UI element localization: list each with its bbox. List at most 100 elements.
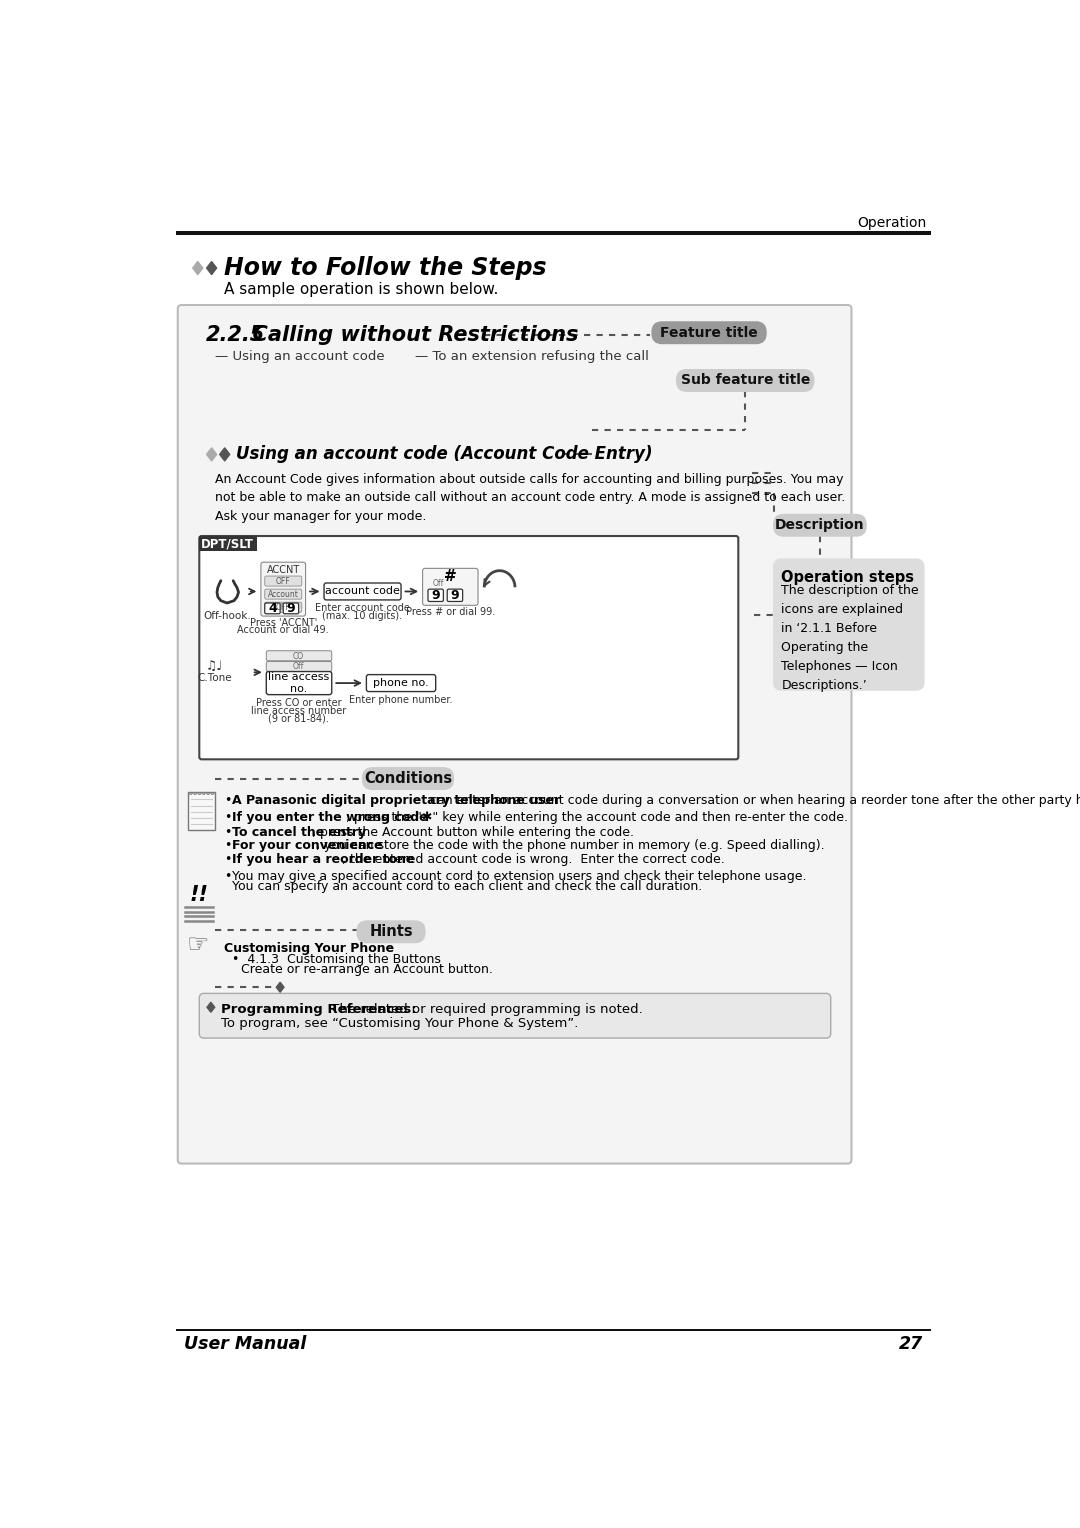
Text: Sub feature title: Sub feature title — [680, 373, 810, 388]
Bar — [176, 231, 931, 235]
FancyBboxPatch shape — [447, 590, 462, 602]
Text: •: • — [224, 795, 231, 807]
Text: Account or dial 49.: Account or dial 49. — [238, 625, 329, 636]
Text: Operation: Operation — [858, 217, 927, 231]
Text: Calling without Restrictions: Calling without Restrictions — [238, 325, 578, 345]
Text: ☞: ☞ — [187, 934, 208, 958]
Text: — Using an account code: — Using an account code — [215, 350, 384, 364]
Text: Enter account code: Enter account code — [315, 604, 410, 613]
FancyBboxPatch shape — [363, 767, 454, 790]
Text: Account: Account — [268, 590, 299, 599]
FancyBboxPatch shape — [773, 559, 923, 691]
Text: — To an extension refusing the call: — To an extension refusing the call — [415, 350, 649, 364]
Text: 2.2.5: 2.2.5 — [205, 325, 265, 345]
Text: (9 or 81-84).: (9 or 81-84). — [268, 714, 329, 724]
Text: •: • — [224, 811, 231, 824]
Text: You may give a specified account cord to extension users and check their telepho: You may give a specified account cord to… — [231, 871, 806, 883]
Text: Using an account code (Account Code Entry): Using an account code (Account Code Entr… — [237, 445, 653, 463]
Polygon shape — [219, 448, 230, 461]
Text: Enter phone number.: Enter phone number. — [349, 695, 453, 704]
Text: CO: CO — [293, 651, 305, 660]
Text: •: • — [224, 827, 231, 839]
FancyBboxPatch shape — [366, 675, 435, 692]
Text: Programming References:: Programming References: — [220, 1004, 417, 1016]
Text: line access
no.: line access no. — [268, 672, 329, 694]
FancyBboxPatch shape — [677, 370, 813, 391]
FancyBboxPatch shape — [357, 921, 424, 943]
FancyBboxPatch shape — [267, 651, 332, 660]
Text: An Account Code gives information about outside calls for accounting and billing: An Account Code gives information about … — [215, 472, 845, 523]
Text: #: # — [444, 568, 457, 584]
Text: Customising Your Phone: Customising Your Phone — [224, 941, 394, 955]
Text: line access number: line access number — [251, 706, 347, 717]
Polygon shape — [207, 1002, 215, 1012]
Text: !!: !! — [190, 885, 208, 905]
Text: If you hear a reorder tone: If you hear a reorder tone — [231, 853, 414, 866]
Text: You can specify an account cord to each client and check the call duration.: You can specify an account cord to each … — [231, 880, 702, 894]
FancyBboxPatch shape — [652, 322, 766, 344]
Text: Feature title: Feature title — [660, 325, 758, 339]
Text: Hints: Hints — [369, 924, 413, 940]
FancyBboxPatch shape — [261, 562, 306, 616]
Text: •: • — [224, 871, 231, 883]
Text: Off: Off — [293, 663, 305, 671]
Bar — [176, 1329, 931, 1331]
FancyBboxPatch shape — [265, 604, 280, 614]
Text: The related or required programming is noted.: The related or required programming is n… — [327, 1004, 643, 1016]
Text: A sample operation is shown below.: A sample operation is shown below. — [224, 283, 498, 296]
Text: ACCNT: ACCNT — [267, 565, 300, 575]
FancyBboxPatch shape — [773, 515, 866, 536]
Text: Description: Description — [775, 518, 865, 532]
Text: , press the "✱" key while entering the account code and then re-enter the code.: , press the "✱" key while entering the a… — [346, 811, 848, 824]
Text: OFF: OFF — [275, 602, 291, 611]
FancyBboxPatch shape — [267, 662, 332, 671]
Text: , the entered account code is wrong.  Enter the correct code.: , the entered account code is wrong. Ent… — [341, 853, 725, 866]
Text: Conditions: Conditions — [364, 772, 453, 785]
Text: can enter an account code during a conversation or when hearing a reorder tone a: can enter an account code during a conve… — [427, 795, 1080, 807]
FancyBboxPatch shape — [267, 671, 332, 695]
Text: The description of the
icons are explained
in ‘2.1.1 Before
Operating the
Teleph: The description of the icons are explain… — [782, 584, 919, 692]
Polygon shape — [206, 448, 217, 461]
Text: To cancel the entry: To cancel the entry — [231, 827, 366, 839]
Text: 4: 4 — [268, 602, 276, 614]
Text: A Panasonic digital proprietary telephone user: A Panasonic digital proprietary telephon… — [231, 795, 559, 807]
Text: 27: 27 — [899, 1335, 923, 1352]
Text: C.Tone: C.Tone — [198, 674, 232, 683]
FancyBboxPatch shape — [178, 306, 851, 1163]
Text: •: • — [224, 839, 231, 853]
Text: phone no.: phone no. — [374, 678, 429, 688]
Bar — [200, 536, 257, 552]
FancyBboxPatch shape — [265, 602, 301, 613]
Text: To program, see “Customising Your Phone & System”.: To program, see “Customising Your Phone … — [220, 1016, 578, 1030]
Text: Create or re-arrange an Account button.: Create or re-arrange an Account button. — [241, 963, 492, 976]
Polygon shape — [276, 983, 284, 992]
Text: account code: account code — [325, 587, 400, 596]
Text: OFF: OFF — [275, 576, 291, 585]
FancyBboxPatch shape — [265, 576, 301, 587]
Text: 9: 9 — [286, 602, 295, 614]
Polygon shape — [206, 261, 217, 275]
FancyBboxPatch shape — [422, 568, 478, 605]
Text: For your convenience: For your convenience — [231, 839, 382, 853]
FancyBboxPatch shape — [324, 584, 401, 601]
Bar — [188, 792, 216, 830]
Text: , press the Account button while entering the code.: , press the Account button while enterin… — [312, 827, 634, 839]
Polygon shape — [192, 261, 203, 275]
Text: Off: Off — [432, 579, 444, 588]
Text: DPT/SLT: DPT/SLT — [201, 538, 254, 550]
Text: , you can store the code with the phone number in memory (e.g. Speed dialling).: , you can store the code with the phone … — [316, 839, 825, 853]
Text: Off-hook.: Off-hook. — [203, 611, 251, 622]
FancyBboxPatch shape — [200, 536, 739, 759]
Text: User Manual: User Manual — [184, 1335, 307, 1352]
Text: ♫♩: ♫♩ — [206, 660, 224, 672]
Text: How to Follow the Steps: How to Follow the Steps — [224, 257, 546, 280]
Text: (max. 10 digits).: (max. 10 digits). — [323, 611, 403, 620]
FancyBboxPatch shape — [265, 590, 301, 599]
FancyBboxPatch shape — [283, 604, 299, 614]
FancyBboxPatch shape — [200, 993, 831, 1038]
FancyBboxPatch shape — [428, 590, 444, 602]
Text: Operation steps: Operation steps — [782, 570, 915, 585]
Text: •  4.1.3  Customising the Buttons: • 4.1.3 Customising the Buttons — [231, 952, 441, 966]
Text: Press 'ACCNT': Press 'ACCNT' — [249, 617, 316, 628]
Text: 9: 9 — [450, 588, 459, 602]
